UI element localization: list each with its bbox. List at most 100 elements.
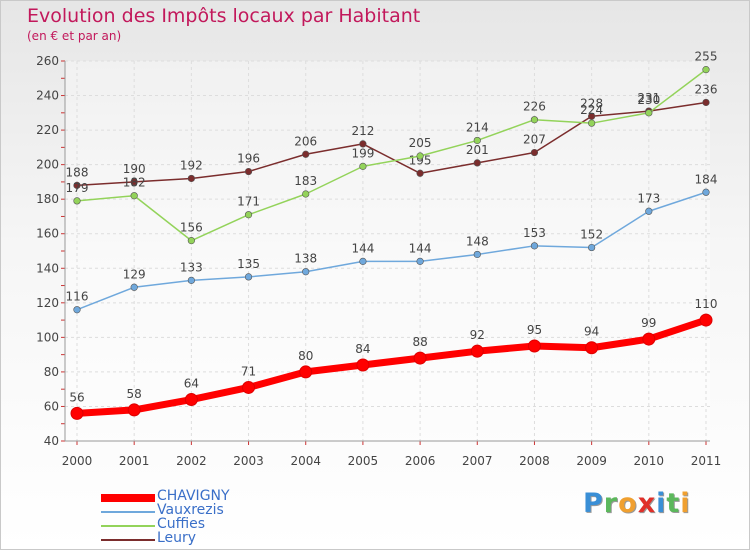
data-point bbox=[244, 211, 253, 219]
legend-swatch bbox=[101, 539, 155, 541]
y-tick-label: 260 bbox=[36, 54, 59, 68]
y-tick-label: 240 bbox=[36, 89, 59, 103]
data-label: 231 bbox=[637, 91, 660, 105]
data-point bbox=[702, 66, 710, 74]
data-label: 64 bbox=[184, 377, 199, 391]
series-line-leury bbox=[76, 101, 707, 187]
data-label: 228 bbox=[580, 96, 603, 110]
logo-letter: i bbox=[680, 488, 691, 519]
data-label: 173 bbox=[637, 191, 660, 205]
logo-letter: r bbox=[603, 488, 619, 519]
x-tick-label: 2000 bbox=[62, 454, 93, 468]
data-point bbox=[302, 268, 310, 276]
logo-letter: i bbox=[656, 488, 667, 519]
data-point bbox=[473, 250, 481, 259]
series-line-vauxrezis bbox=[76, 191, 707, 311]
data-point bbox=[187, 174, 195, 183]
data-label: 133 bbox=[180, 260, 203, 274]
data-point bbox=[416, 152, 424, 160]
data-point bbox=[585, 341, 599, 355]
data-point bbox=[70, 406, 84, 420]
data-point bbox=[299, 365, 313, 379]
data-point bbox=[702, 188, 710, 196]
y-tick-label: 120 bbox=[36, 296, 59, 310]
data-label: 184 bbox=[695, 172, 718, 186]
y-tick-label: 60 bbox=[44, 399, 59, 413]
y-tick-label: 160 bbox=[36, 227, 59, 241]
data-point bbox=[127, 403, 141, 417]
logo-letter: o bbox=[618, 488, 638, 519]
data-label: 171 bbox=[237, 195, 260, 209]
data-point bbox=[473, 159, 481, 167]
data-label: 192 bbox=[180, 158, 203, 172]
data-label: 236 bbox=[695, 82, 718, 96]
data-point bbox=[527, 339, 541, 353]
data-label: 135 bbox=[237, 257, 260, 271]
legend-label: CHAVIGNY bbox=[157, 488, 230, 504]
x-tick-label: 2001 bbox=[119, 454, 150, 468]
data-point bbox=[470, 344, 484, 358]
data-label: 110 bbox=[695, 297, 718, 311]
data-label: 190 bbox=[123, 162, 146, 176]
data-point bbox=[588, 243, 596, 252]
data-label: 58 bbox=[127, 387, 142, 401]
data-point bbox=[588, 119, 596, 127]
x-tick-label: 2008 bbox=[519, 454, 550, 468]
data-label: 255 bbox=[695, 50, 718, 64]
data-label: 199 bbox=[351, 146, 374, 160]
data-point bbox=[359, 257, 367, 265]
data-label: 80 bbox=[298, 349, 313, 363]
data-label: 201 bbox=[466, 143, 489, 157]
data-label: 153 bbox=[523, 226, 546, 240]
x-tick-label: 2002 bbox=[176, 454, 207, 468]
data-point bbox=[130, 178, 138, 186]
data-label: 156 bbox=[180, 221, 203, 235]
data-point bbox=[302, 150, 310, 158]
plot-area bbox=[65, 61, 710, 441]
y-tick-label: 80 bbox=[44, 365, 59, 379]
data-point bbox=[642, 332, 656, 346]
y-tick-label: 220 bbox=[36, 123, 59, 137]
data-label: 95 bbox=[527, 323, 542, 337]
data-label: 92 bbox=[470, 328, 485, 342]
data-label: 182 bbox=[123, 176, 146, 190]
data-point bbox=[645, 109, 653, 117]
legend-swatch bbox=[101, 525, 155, 527]
data-point bbox=[187, 237, 195, 245]
data-label: 144 bbox=[351, 241, 374, 255]
data-label: 144 bbox=[409, 241, 432, 255]
data-label: 71 bbox=[241, 364, 256, 378]
y-tick-label: 200 bbox=[36, 158, 59, 172]
data-label: 196 bbox=[237, 152, 260, 166]
x-tick-label: 2011 bbox=[691, 454, 722, 468]
logo-letter: x bbox=[637, 488, 657, 519]
data-label: 179 bbox=[66, 181, 89, 195]
data-point bbox=[530, 242, 539, 250]
data-point bbox=[530, 148, 539, 157]
data-label: 224 bbox=[580, 103, 603, 117]
data-label: 56 bbox=[69, 390, 84, 404]
data-point bbox=[588, 112, 596, 120]
data-point bbox=[416, 257, 424, 265]
data-point bbox=[73, 181, 81, 189]
data-point bbox=[244, 273, 253, 281]
x-tick-label: 2007 bbox=[462, 454, 493, 468]
data-label: 94 bbox=[584, 325, 599, 339]
data-label: 129 bbox=[123, 267, 146, 281]
data-label: 188 bbox=[66, 165, 89, 179]
y-tick-label: 100 bbox=[36, 330, 59, 344]
data-label: 212 bbox=[351, 124, 374, 138]
chart-subtitle: (en € et par an) bbox=[27, 29, 122, 43]
data-point bbox=[530, 116, 539, 124]
data-label: 214 bbox=[466, 120, 489, 134]
x-tick-label: 2003 bbox=[233, 454, 264, 468]
chart-title: Evolution des Impôts locaux par Habitant bbox=[27, 5, 421, 27]
legend-swatch bbox=[101, 511, 155, 513]
data-label: 84 bbox=[355, 342, 370, 356]
data-point bbox=[130, 283, 138, 291]
data-point bbox=[416, 169, 424, 177]
y-tick-label: 180 bbox=[36, 192, 59, 206]
legend-label: Leury bbox=[157, 530, 197, 546]
